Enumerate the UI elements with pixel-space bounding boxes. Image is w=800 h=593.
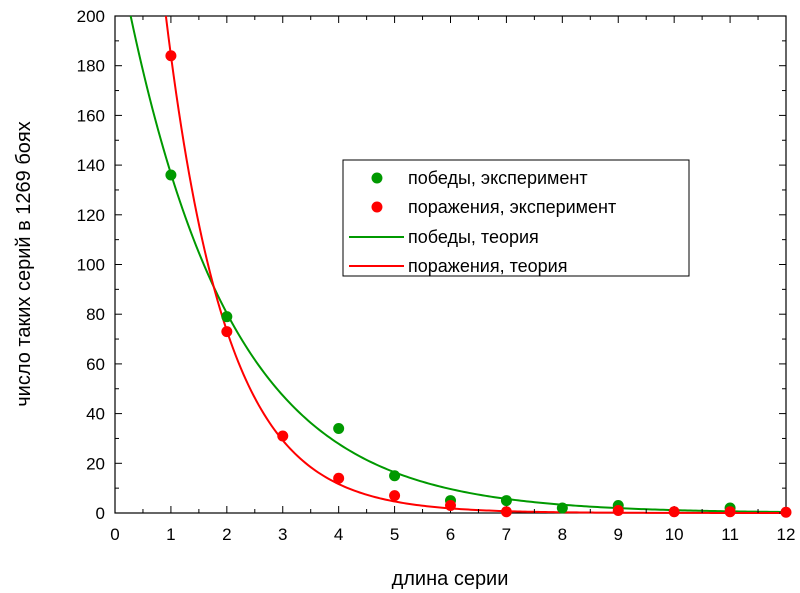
data-point (277, 430, 289, 442)
legend-marker-wins-exp (371, 172, 383, 184)
x-tick-label: 8 (558, 525, 567, 544)
y-tick-label: 100 (77, 256, 105, 275)
data-point (780, 506, 792, 518)
data-point (389, 490, 401, 502)
legend: победы, эксперимент поражения, экспериме… (342, 159, 690, 277)
x-tick-label: 6 (446, 525, 455, 544)
x-tick-label: 11 (721, 525, 739, 544)
data-point (445, 500, 456, 512)
y-tick-label: 180 (77, 57, 105, 76)
data-point (333, 423, 345, 435)
data-point (389, 470, 401, 482)
x-tick-label: 4 (334, 525, 343, 544)
theory-curve (164, 15, 786, 514)
y-tick-label: 120 (77, 206, 105, 225)
data-point (500, 495, 512, 507)
y-tick-label: 40 (86, 405, 105, 424)
x-tick-label: 2 (222, 525, 231, 544)
legend-marker-losses-exp (371, 201, 383, 213)
data-point (165, 169, 177, 181)
y-tick-label: 160 (77, 106, 105, 125)
x-tick-label: 7 (502, 525, 511, 544)
x-tick-label: 12 (777, 525, 796, 544)
data-points (165, 50, 792, 518)
y-tick-label: 0 (96, 504, 105, 523)
data-point (221, 311, 233, 323)
legend-label-wins-theory: победы, теория (408, 227, 539, 247)
data-point (221, 326, 233, 338)
legend-label-wins-exp: победы, эксперимент (408, 168, 588, 188)
legend-box (342, 159, 690, 277)
x-tick-label: 3 (278, 525, 287, 544)
x-tick-label: 10 (665, 525, 684, 544)
data-point (556, 502, 568, 514)
x-tick-label: 0 (110, 525, 119, 544)
x-tick-label: 5 (390, 525, 399, 544)
y-tick-label: 60 (86, 355, 105, 374)
legend-label-losses-exp: поражения, эксперимент (408, 197, 616, 217)
y-axis-title: число таких серий в 1269 боях (13, 121, 35, 407)
y-tick-label: 20 (86, 454, 105, 473)
data-point (500, 506, 512, 518)
data-point (612, 505, 624, 517)
y-tick-label: 200 (77, 7, 105, 26)
y-tick-label: 80 (86, 305, 105, 324)
data-point (333, 472, 345, 484)
data-point (668, 506, 680, 518)
x-tick-label: 1 (166, 525, 175, 544)
y-tick-label: 140 (77, 156, 105, 175)
x-tick-label: 9 (614, 525, 623, 544)
legend-label-losses-theory: поражения, теория (408, 256, 567, 276)
data-point (165, 50, 177, 62)
data-point (724, 506, 736, 518)
x-axis-title: длина серии (392, 568, 509, 590)
